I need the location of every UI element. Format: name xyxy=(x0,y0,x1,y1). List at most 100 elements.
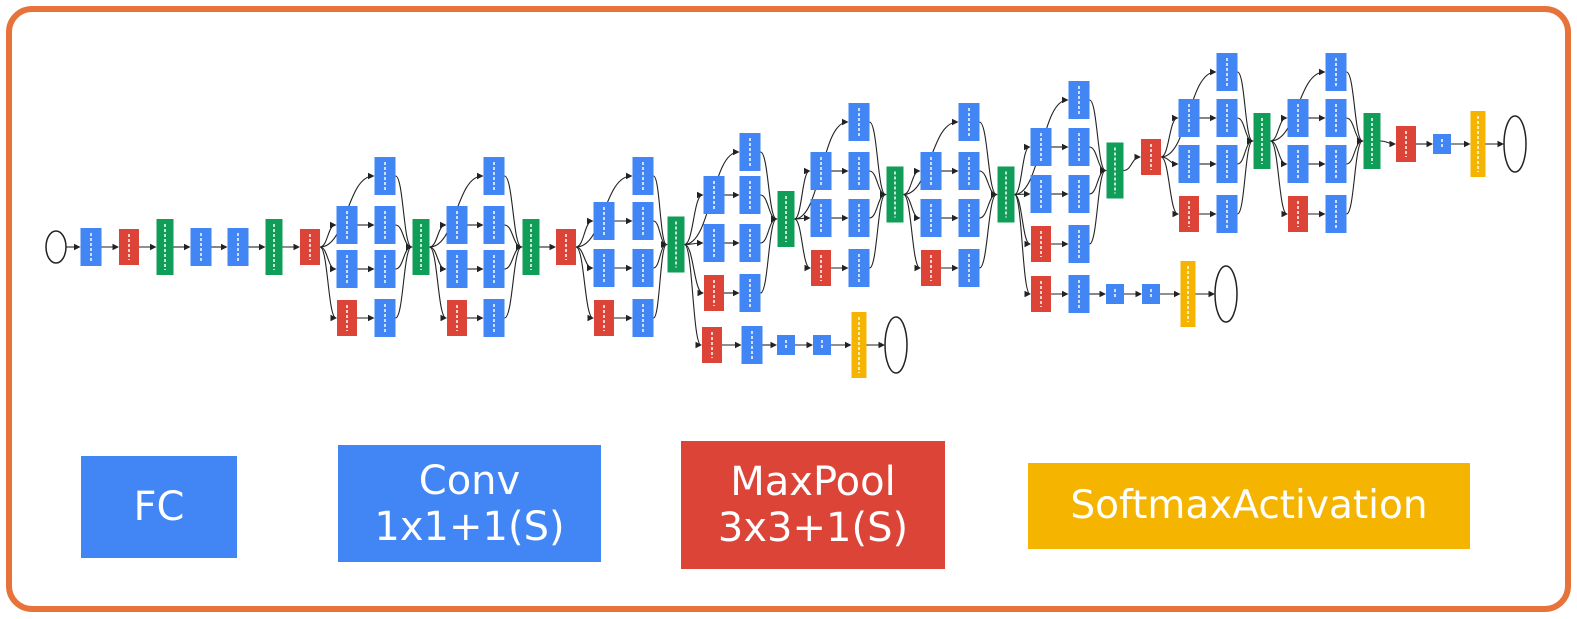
conv-node xyxy=(958,199,980,237)
conv-node xyxy=(483,157,505,195)
edge xyxy=(319,221,337,248)
input-node xyxy=(45,230,67,264)
edge xyxy=(794,218,812,272)
conv-node xyxy=(741,326,763,364)
conv-node xyxy=(446,206,468,244)
edge xyxy=(903,167,921,196)
edge xyxy=(1013,143,1031,196)
conv-node xyxy=(848,103,870,141)
legend-fc: FC xyxy=(81,456,237,558)
conv-node xyxy=(1068,275,1090,313)
legend-softmax-label: SoftmaxActivation xyxy=(1070,482,1428,528)
conv-node xyxy=(1068,128,1090,166)
conv-node xyxy=(483,206,505,244)
conv-node xyxy=(1068,175,1090,213)
edge xyxy=(1160,114,1179,158)
conv-node xyxy=(1216,145,1238,183)
edge xyxy=(1345,137,1364,215)
conv-node xyxy=(739,133,761,171)
edge xyxy=(759,151,778,223)
edge xyxy=(684,243,705,297)
edge xyxy=(1380,140,1397,148)
conv-node xyxy=(483,299,505,337)
edge xyxy=(652,241,668,319)
edge xyxy=(1014,193,1032,248)
output-node xyxy=(1503,115,1527,173)
edge xyxy=(1160,156,1180,218)
conv-node xyxy=(958,103,980,141)
conv-node xyxy=(1030,175,1052,213)
edge xyxy=(1013,193,1032,298)
nodes xyxy=(45,53,1527,378)
conv-node xyxy=(374,299,396,337)
edge xyxy=(1269,140,1289,218)
edge xyxy=(394,243,413,319)
conv-node xyxy=(1216,53,1238,91)
legend-fc-label: FC xyxy=(133,484,185,530)
conv-node xyxy=(593,202,615,240)
edge xyxy=(683,243,703,349)
edge xyxy=(794,214,811,222)
conv-node xyxy=(848,152,870,190)
edge xyxy=(428,246,448,322)
conv-node xyxy=(483,250,505,288)
conv-node xyxy=(632,157,654,195)
conv-node xyxy=(227,228,249,266)
conv-node xyxy=(1178,145,1200,183)
conv-node xyxy=(336,206,358,244)
conv-node xyxy=(739,224,761,262)
edge xyxy=(1236,137,1254,215)
conv-node xyxy=(80,228,102,266)
edge xyxy=(1123,153,1142,172)
conv-node xyxy=(1325,145,1347,183)
conv-node xyxy=(1216,99,1238,137)
conv-node xyxy=(1030,128,1052,166)
conv-node xyxy=(958,249,980,287)
conv-node xyxy=(703,224,725,262)
conv-node xyxy=(920,199,942,237)
conv-node xyxy=(374,206,396,244)
conv-node xyxy=(190,228,212,266)
edge xyxy=(1160,156,1179,168)
conv-node xyxy=(632,202,654,240)
edge xyxy=(759,215,778,294)
conv-node xyxy=(632,249,654,287)
conv-node xyxy=(810,199,832,237)
conv-node xyxy=(336,250,358,288)
conv-node xyxy=(1325,195,1347,233)
output-node xyxy=(1214,265,1238,323)
conv-node xyxy=(703,176,725,214)
edge xyxy=(978,191,998,269)
conv-node xyxy=(374,250,396,288)
edge xyxy=(1270,114,1288,142)
edge xyxy=(1014,190,1031,198)
legend-maxpool: MaxPool 3x3+1(S) xyxy=(681,441,945,569)
conv-node xyxy=(848,199,870,237)
edge xyxy=(429,221,447,248)
legend-conv-line2: 1x1+1(S) xyxy=(374,503,565,550)
legend-conv: Conv 1x1+1(S) xyxy=(338,445,601,562)
conv-node xyxy=(1325,99,1347,137)
conv-node xyxy=(1216,195,1238,233)
legend-softmax: SoftmaxActivation xyxy=(1028,463,1470,549)
output-node xyxy=(884,316,908,374)
legend-maxpool-line1: MaxPool xyxy=(730,459,896,505)
edge xyxy=(1088,167,1107,245)
conv-node xyxy=(1287,145,1309,183)
conv-node xyxy=(810,152,832,190)
legend-conv-line1: Conv xyxy=(418,457,521,504)
conv-node xyxy=(958,152,980,190)
conv-node xyxy=(374,157,396,195)
conv-node xyxy=(446,250,468,288)
edge xyxy=(503,243,523,319)
conv-node xyxy=(632,299,654,337)
conv-node xyxy=(1325,53,1347,91)
conv-node xyxy=(920,152,942,190)
edge xyxy=(793,167,811,220)
conv-node xyxy=(593,249,615,287)
edge xyxy=(868,191,887,269)
conv-node xyxy=(1068,81,1090,119)
edge xyxy=(319,246,338,322)
edge xyxy=(902,193,922,272)
